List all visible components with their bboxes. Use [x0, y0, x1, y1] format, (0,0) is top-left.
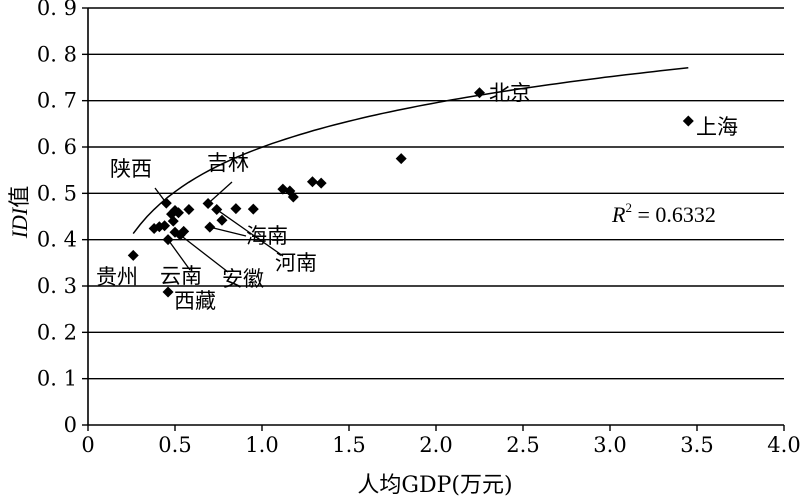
annotation-7: 云南 [160, 264, 202, 288]
x-tick-label-7: 3.5 [680, 433, 713, 457]
data-point-19 [230, 203, 242, 215]
x-tick-label-0: 0 [81, 433, 94, 457]
x-tick-label-8: 4.0 [767, 433, 800, 457]
y-tick-label-8: 0. 8 [37, 42, 77, 66]
annotation-9: 西藏 [174, 289, 216, 313]
y-tick-label-2: 0. 2 [37, 320, 77, 344]
data-points [127, 87, 694, 298]
x-tick-label-6: 3.0 [593, 433, 626, 457]
data-point-27 [474, 87, 485, 99]
y-tick-label-4: 0. 4 [37, 228, 77, 252]
x-tick-label-4: 2.0 [419, 433, 452, 457]
annotation-2: 陕西 [110, 157, 152, 181]
y-axis-ticks: 0 0. 1 0. 2 0. 3 0. 4 0. 5 0. 6 0. 7 0. 8 0. 9 [37, 0, 88, 437]
y-tick-label-1: 0. 1 [37, 367, 77, 391]
leader-line-4 [209, 226, 247, 237]
data-point-28 [682, 115, 694, 127]
r-squared-label: R2 = 0.6332 [611, 200, 716, 227]
data-point-25 [315, 177, 327, 189]
data-point-23 [287, 191, 299, 203]
leader-line-8 [179, 234, 229, 273]
x-tick-label-3: 1.5 [332, 433, 365, 457]
y-tick-label-6: 0. 6 [37, 135, 77, 159]
annotation-0: 北京 [489, 81, 531, 105]
leader-line-5 [216, 209, 284, 257]
data-point-8 [167, 215, 179, 227]
label-leader-lines [154, 181, 284, 273]
x-tick-label-1: 0.5 [158, 433, 191, 457]
y-tick-label-0: 0 [64, 413, 77, 437]
data-point-26 [395, 153, 407, 165]
annotation-4: 海南 [246, 224, 288, 248]
leader-line-7 [167, 239, 191, 271]
leader-line-2 [154, 187, 167, 204]
data-point-3 [159, 220, 171, 232]
annotation-6: 贵州 [96, 265, 138, 289]
x-tick-label-2: 1.0 [245, 433, 278, 457]
x-tick-label-5: 2.5 [506, 433, 539, 457]
y-axis-title: IDI值 [7, 186, 33, 240]
y-tick-label-9: 0. 9 [37, 0, 77, 20]
annotation-1: 上海 [696, 115, 738, 139]
data-point-24 [306, 176, 318, 188]
x-axis-title: 人均GDP(万元) [357, 473, 512, 498]
leader-line-3 [207, 181, 233, 205]
data-point-14 [183, 204, 195, 216]
x-axis-ticks: 0 0.5 1.0 1.5 2.0 2.5 3.0 3.5 4.0 [81, 425, 800, 457]
data-point-0 [127, 249, 139, 261]
y-tick-label-5: 0. 5 [37, 181, 77, 205]
y-tick-label-3: 0. 3 [37, 274, 77, 298]
annotation-5: 河南 [275, 251, 317, 275]
data-point-18 [216, 214, 228, 226]
trendline [132, 67, 689, 235]
annotation-3: 吉林 [207, 151, 249, 175]
data-point-13 [178, 225, 190, 237]
data-point-5 [162, 286, 174, 298]
annotation-8: 安徽 [222, 267, 264, 291]
gridlines [88, 7, 784, 380]
y-tick-label-7: 0. 7 [37, 89, 77, 113]
data-point-11 [172, 207, 184, 219]
data-point-20 [247, 203, 259, 215]
